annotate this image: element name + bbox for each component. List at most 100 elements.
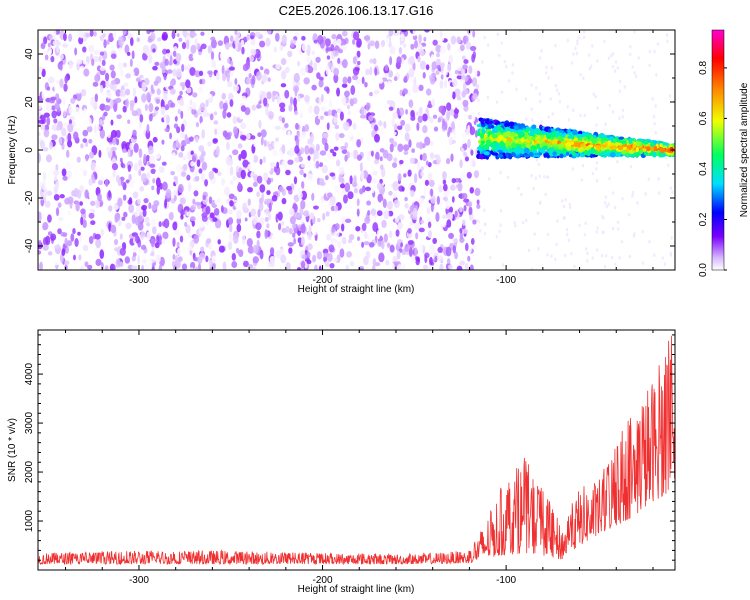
heatmap-cell xyxy=(305,160,312,170)
heatmap-cell xyxy=(520,137,525,143)
heatmap-cell xyxy=(56,43,60,54)
heatmap-cell xyxy=(557,135,562,141)
heatmap-cell xyxy=(185,79,191,89)
heatmap-cell xyxy=(645,146,651,152)
heatmap-cell xyxy=(448,108,455,116)
heatmap-cell xyxy=(233,126,238,135)
heatmap-cell xyxy=(651,97,654,101)
heatmap-cell xyxy=(70,233,75,242)
heatmap-cell xyxy=(591,139,598,144)
heatmap-cell xyxy=(499,140,505,147)
heatmap-cell xyxy=(618,89,622,94)
heatmap-cell xyxy=(64,264,68,270)
heatmap-cell xyxy=(199,102,206,112)
heatmap-cell xyxy=(567,238,571,243)
heatmap-cell xyxy=(152,48,156,53)
heatmap-cell xyxy=(595,230,599,234)
heatmap-cell xyxy=(342,58,348,69)
heatmap-cell xyxy=(162,93,169,102)
heatmap-cell xyxy=(412,84,419,94)
heatmap-cell xyxy=(423,36,427,42)
heatmap-cell xyxy=(272,149,278,157)
colorbar-tick-label: 0.6 xyxy=(698,111,709,125)
heatmap-cell xyxy=(502,132,508,138)
heatmap-cell xyxy=(355,225,361,232)
heatmap-cell xyxy=(156,37,162,42)
heatmap-cell xyxy=(253,181,258,187)
heatmap-cell xyxy=(400,37,405,42)
heatmap-cell xyxy=(403,150,409,156)
heatmap-cell xyxy=(374,40,380,49)
heatmap-cell xyxy=(566,146,572,151)
heatmap-cell xyxy=(294,145,300,154)
heatmap-cell xyxy=(329,148,335,154)
heatmap-cell xyxy=(499,127,504,133)
heatmap-cell xyxy=(99,249,105,260)
heatmap-cell xyxy=(430,54,435,63)
heatmap-cell xyxy=(140,166,145,171)
heatmap-cell xyxy=(222,261,227,270)
heatmap-cell xyxy=(181,42,187,50)
heatmap-cell xyxy=(372,258,377,267)
heatmap-cell xyxy=(82,129,89,137)
heatmap-cell xyxy=(454,177,460,183)
heatmap-cell xyxy=(356,208,360,217)
heatmap-cell xyxy=(452,245,457,254)
heatmap-cell xyxy=(187,246,193,251)
heatmap-cell xyxy=(220,177,225,186)
heatmap-cell xyxy=(148,202,152,209)
heatmap-cell xyxy=(211,59,217,69)
heatmap-cell xyxy=(385,72,390,77)
heatmap-cell xyxy=(475,221,480,230)
heatmap-cell xyxy=(53,169,60,176)
heatmap-cell xyxy=(392,181,399,191)
heatmap-cell xyxy=(88,44,95,53)
heatmap-cell xyxy=(462,82,467,91)
heatmap-cell xyxy=(446,102,452,111)
heatmap-cell xyxy=(618,139,622,143)
heatmap-cell xyxy=(280,254,287,264)
heatmap-cell xyxy=(337,62,341,69)
heatmap-cell xyxy=(399,89,403,96)
heatmap-cell xyxy=(75,91,82,102)
heatmap-cell xyxy=(148,113,153,122)
heatmap-cell xyxy=(451,121,455,131)
heatmap-cell xyxy=(185,39,190,50)
heatmap-cell xyxy=(379,156,383,162)
heatmap-cell xyxy=(383,121,387,129)
heatmap-cell xyxy=(344,137,351,143)
heatmap-cell xyxy=(109,99,114,109)
heatmap-cell xyxy=(189,136,194,142)
heatmap-cell xyxy=(403,173,407,178)
heatmap-cell xyxy=(529,131,535,137)
heatmap-cell xyxy=(412,30,417,37)
heatmap-cell xyxy=(294,166,299,174)
heatmap-cell xyxy=(271,234,275,243)
heatmap-cell xyxy=(207,70,213,75)
heatmap-cell xyxy=(241,46,245,55)
heatmap-cell xyxy=(371,188,375,194)
heatmap-cell xyxy=(281,197,287,205)
heatmap-cell xyxy=(408,247,413,258)
heatmap-cell xyxy=(202,194,207,201)
heatmap-cell xyxy=(42,171,47,181)
heatmap-cell xyxy=(427,172,433,182)
heatmap-cell xyxy=(198,223,204,228)
heatmap-cell xyxy=(418,141,423,150)
heatmap-cell xyxy=(526,128,530,132)
heatmap-cell xyxy=(459,171,466,182)
heatmap-cell xyxy=(104,104,111,112)
heatmap-cell xyxy=(100,229,105,237)
heatmap-cell xyxy=(593,151,600,155)
heatmap-cell xyxy=(89,30,94,37)
heatmap-cell xyxy=(530,145,537,151)
heatmap-cell xyxy=(180,214,184,220)
heatmap-cell xyxy=(453,108,460,115)
heatmap-cell xyxy=(292,232,296,238)
heatmap-cell xyxy=(554,83,558,88)
heatmap-cell xyxy=(610,53,613,58)
heatmap-cell xyxy=(313,62,318,71)
heatmap-cell xyxy=(305,65,309,73)
heatmap-cell xyxy=(74,47,78,56)
